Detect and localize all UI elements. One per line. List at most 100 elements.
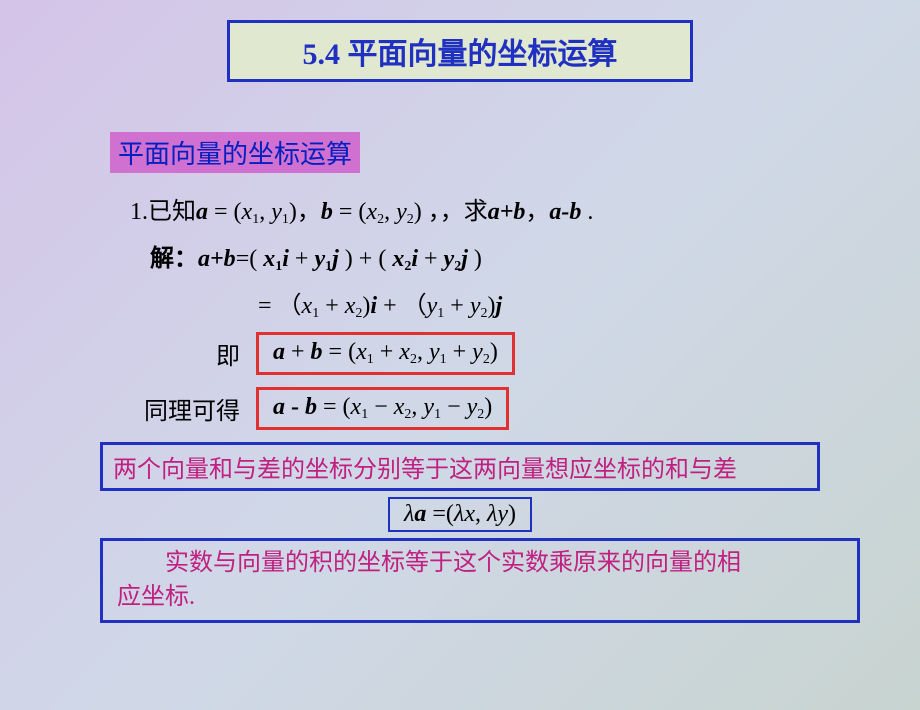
rp-4: ) — [474, 246, 482, 272]
comma-1: , — [259, 199, 271, 225]
y1-2: y — [314, 246, 325, 272]
lambda-3: λ — [487, 501, 497, 527]
ds3: 1 — [434, 407, 441, 422]
eq-3: = — [236, 246, 250, 272]
cn-comma-2: ， — [428, 199, 440, 225]
a-minus-b: a-b — [549, 199, 581, 225]
x1-3: x — [302, 293, 313, 319]
sp1: + — [374, 339, 400, 365]
diff-lp: ( — [343, 394, 351, 420]
i-2: i — [411, 246, 418, 272]
plus-1: + — [289, 246, 315, 272]
plus-2: + — [353, 246, 379, 272]
x2-2: x — [392, 246, 404, 272]
ss2: 2 — [410, 352, 417, 367]
la-c: , — [475, 501, 487, 527]
dm2: − — [441, 394, 467, 420]
la-y: y — [497, 501, 508, 527]
la-a: a — [414, 501, 426, 527]
tongli-label: 同理可得 — [130, 391, 240, 426]
j-1: j — [332, 246, 339, 272]
rp-2: ) — [414, 199, 422, 225]
cn-comma-3: ， — [525, 199, 549, 225]
plus-3: + — [418, 246, 444, 272]
vector-b: b — [321, 199, 333, 225]
eq-1: = — [208, 199, 234, 225]
dx2: x — [394, 394, 405, 420]
sub-1b: 1 — [282, 212, 289, 227]
scalar-formula-row: λa =(λx, λy) — [0, 497, 920, 532]
diff-formula-box: a - b = (x1 − x2, y1 − y2) — [256, 387, 509, 430]
sum-formula-box: a + b = (x1 + x2, y1 + y2) — [256, 332, 515, 375]
ss1: 1 — [367, 352, 374, 367]
sub-2a: 2 — [377, 212, 384, 227]
la-x: x — [464, 501, 475, 527]
sumdiff-note-box: 两个向量和与差的坐标分别等于这两向量想应坐标的和与差 — [100, 442, 820, 491]
sp2: + — [447, 339, 473, 365]
sx1: x — [356, 339, 367, 365]
solution-line-1: 解：a+b=( x1i + y1j ) + ( x2i + y2j ) — [150, 238, 920, 275]
result-row-sum: 即 a + b = (x1 + x2, y1 + y2) — [130, 332, 920, 375]
content-area: 1.已知a = (x1, y1)，b = (x2, y2) ，，求a+b，a-b… — [130, 191, 920, 430]
y1-3: y — [427, 293, 438, 319]
eq-2: = — [333, 199, 359, 225]
diff-lhs-a: a — [273, 394, 285, 420]
scalar-note-line-1: 实数与向量的积的坐标等于这个实数乘原来的向量的相 — [117, 547, 843, 581]
diff-lhs-b: b — [305, 394, 317, 420]
scalar-note-line-2: 应坐标. — [117, 581, 843, 615]
dy2: y — [467, 394, 478, 420]
y2: y — [396, 199, 407, 225]
period-1: . — [581, 199, 593, 225]
solution-label: 解： — [150, 246, 198, 272]
dy1: y — [423, 394, 434, 420]
i-1: i — [282, 246, 289, 272]
sy2: y — [472, 339, 483, 365]
diff-eq: = — [317, 394, 343, 420]
result-row-diff: 同理可得 a - b = (x1 − x2, y1 − y2) — [130, 387, 920, 430]
sum-lhs-b: b — [311, 339, 323, 365]
scalar-formula-box: λa =(λx, λy) — [388, 497, 532, 532]
dm1: − — [368, 394, 394, 420]
a-plus-b: a+b — [488, 199, 526, 225]
problem-mid: ，求 — [440, 199, 488, 225]
sum-eq: = — [323, 339, 349, 365]
y1: y — [271, 199, 282, 225]
rp-1: ) — [289, 199, 297, 225]
lp-1: ( — [234, 199, 242, 225]
x1: x — [242, 199, 253, 225]
sc: , — [417, 339, 429, 365]
j-3: j — [495, 293, 502, 319]
plus-6: + — [444, 293, 470, 319]
ss4: 2 — [483, 352, 490, 367]
chapter-title-box: 5.4 平面向量的坐标运算 — [227, 20, 693, 82]
vector-a: a — [196, 199, 208, 225]
la-lp: ( — [446, 501, 454, 527]
la-rp: ) — [508, 501, 516, 527]
section-heading: 平面向量的坐标运算 — [110, 132, 360, 173]
lp-4: ( — [378, 246, 386, 272]
x1-2: x — [263, 246, 275, 272]
eq-4: = — [258, 293, 272, 319]
diff-rp: ) — [484, 394, 492, 420]
sum-rp: ) — [490, 339, 498, 365]
problem-statement: 1.已知a = (x1, y1)，b = (x2, y2) ，，求a+b，a-b… — [130, 191, 920, 228]
plus-4: + — [319, 293, 345, 319]
sub-2b: 2 — [407, 212, 414, 227]
sum-plus: + — [285, 339, 311, 365]
sum-lp: ( — [348, 339, 356, 365]
apb-lhs: a+b — [198, 246, 236, 272]
x2-3: x — [345, 293, 356, 319]
cn-comma-1: ， — [297, 199, 321, 225]
x2: x — [366, 199, 377, 225]
lambda-1: λ — [404, 501, 414, 527]
chapter-title: 5.4 平面向量的坐标运算 — [303, 38, 618, 71]
sum-lhs-a: a — [273, 339, 285, 365]
y2-2: y — [444, 246, 455, 272]
ss3: 1 — [440, 352, 447, 367]
ji-label: 即 — [130, 336, 240, 371]
j-2: j — [461, 246, 468, 272]
problem-prefix: 1.已知 — [130, 199, 196, 225]
lambda-2: λ — [454, 501, 464, 527]
lp-3: ( — [249, 246, 257, 272]
dc: , — [411, 394, 423, 420]
